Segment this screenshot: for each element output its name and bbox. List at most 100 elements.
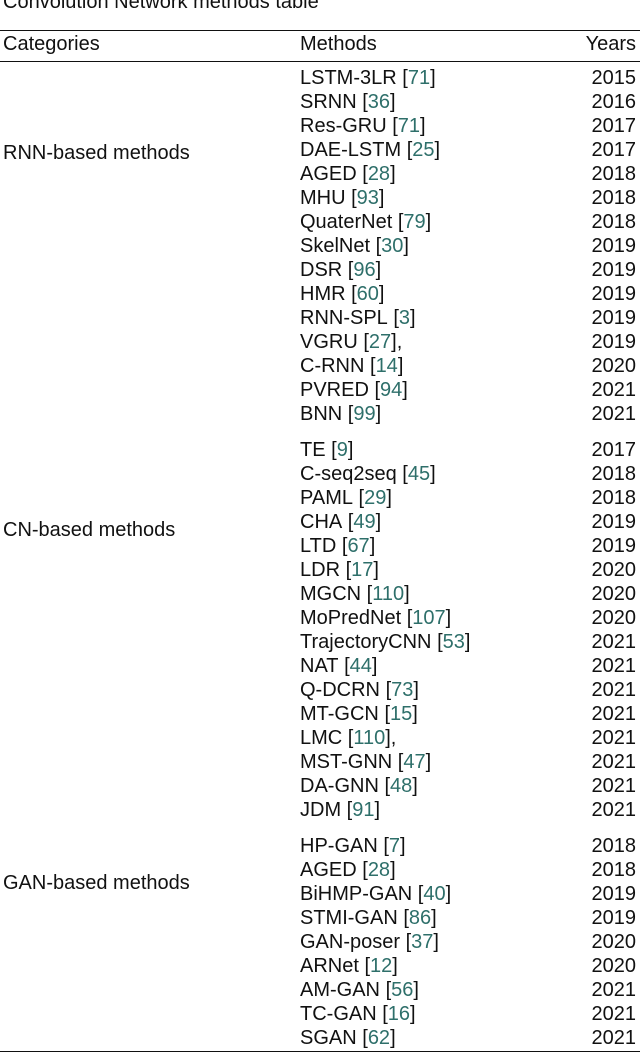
year-cell: 2021 (591, 775, 637, 797)
year-cell: 2021 (591, 679, 637, 701)
method-cell: DSR [96] (300, 258, 381, 282)
method-name: AGED (300, 859, 357, 881)
citation: [45] (402, 463, 436, 485)
method-name: Q-DCRN (300, 679, 380, 701)
citation: [47] (397, 751, 432, 773)
method-name: Res-GRU (300, 115, 387, 137)
citation: [17] (345, 559, 379, 581)
citation: [29] (358, 487, 392, 509)
method-name: DA-GNN (300, 775, 379, 797)
year-cell: 2020 (591, 931, 637, 953)
method-cell: TrajectoryCNN [53] (300, 630, 470, 654)
citation: [107] (406, 607, 452, 629)
method-name: SGAN (300, 1027, 357, 1049)
year-cell: 2021 (591, 979, 637, 1001)
method-cell: MoPredNet [107] (300, 606, 451, 630)
year-cell: 2017 (591, 439, 637, 461)
year-cell: 2021 (591, 655, 637, 677)
method-name: TE (300, 439, 326, 461)
method-cell: VGRU [27], (300, 330, 402, 354)
citation: [37] (405, 931, 439, 953)
method-name: MHU (300, 187, 346, 209)
citation: [86] (403, 907, 437, 929)
method-cell: AGED [28] (300, 162, 396, 186)
method-cell: PAML [29] (300, 486, 392, 510)
method-cell: AGED [28] (300, 858, 396, 882)
method-name: LDR (300, 559, 341, 581)
citation: [14] (370, 355, 404, 377)
method-name: LTD (300, 535, 337, 557)
year-cell: 2019 (591, 307, 637, 329)
citation: [25] (406, 139, 441, 161)
citation: [73] (385, 679, 419, 701)
category-cell: RNN-based methods (3, 142, 190, 164)
year-cell: 2018 (591, 163, 637, 185)
year-cell: 2019 (591, 235, 637, 257)
method-name: HMR (300, 283, 346, 305)
year-cell: 2019 (591, 283, 637, 305)
year-cell: 2021 (591, 1027, 637, 1049)
year-cell: 2019 (591, 907, 637, 929)
method-cell: LTD [67] (300, 534, 375, 558)
method-name: BNN (300, 403, 343, 425)
year-cell: 2021 (591, 751, 637, 773)
method-name: VGRU (300, 331, 358, 353)
top-rule (0, 30, 640, 31)
header-cell: Years (585, 33, 636, 55)
citation: [94] (374, 379, 408, 401)
method-cell: HP-GAN [7] (300, 834, 406, 858)
year-cell: 2020 (591, 607, 637, 629)
method-name: AM-GAN (300, 979, 380, 1001)
method-cell: MST-GNN [47] (300, 750, 431, 774)
method-name: DSR (300, 259, 343, 281)
citation: [62] (362, 1027, 396, 1049)
method-cell: HMR [60] (300, 282, 384, 306)
method-cell: NAT [44] (300, 654, 377, 678)
method-cell: BNN [99] (300, 402, 381, 426)
year-cell: 2018 (591, 463, 637, 485)
method-cell: ARNet [12] (300, 954, 398, 978)
citation: [28] (362, 859, 396, 881)
year-cell: 2017 (591, 139, 637, 161)
method-cell: TC-GAN [16] (300, 1002, 416, 1026)
year-cell: 2018 (591, 211, 637, 233)
citation: [3] (393, 307, 416, 329)
citation: [12] (364, 955, 398, 977)
method-cell: JDM [91] (300, 798, 380, 822)
citation: [60] (351, 283, 385, 305)
citation: [99] (347, 403, 382, 425)
method-name: QuaterNet (300, 211, 393, 233)
method-cell: AM-GAN [56] (300, 978, 419, 1002)
year-cell: 2019 (591, 535, 637, 557)
method-cell: C-RNN [14] (300, 354, 403, 378)
citation: [15] (384, 703, 418, 725)
citation: [36] (362, 91, 396, 113)
header-cell: Methods (300, 33, 377, 55)
year-cell: 2021 (591, 1003, 637, 1025)
citation: [71] (392, 115, 426, 137)
citation: [71] (402, 67, 436, 89)
method-name: TC-GAN (300, 1003, 377, 1025)
method-name: NAT (300, 655, 339, 677)
method-cell: PVRED [94] (300, 378, 408, 402)
method-cell: MGCN [110] (300, 582, 410, 606)
method-name: MGCN (300, 583, 362, 605)
year-cell: 2021 (591, 703, 637, 725)
citation: [30] (375, 235, 409, 257)
method-name: AGED (300, 163, 357, 185)
year-cell: 2017 (591, 115, 637, 137)
method-cell: LSTM-3LR [71] (300, 66, 436, 90)
year-cell: 2018 (591, 187, 637, 209)
method-cell: DA-GNN [48] (300, 774, 418, 798)
year-cell: 2020 (591, 355, 637, 377)
citation: [44] (344, 655, 378, 677)
method-name: PAML (300, 487, 353, 509)
method-name: RNN-SPL (300, 307, 388, 329)
year-cell: 2018 (591, 859, 637, 881)
year-cell: 2019 (591, 331, 637, 353)
method-cell: MHU [93] (300, 186, 384, 210)
method-cell: GAN-poser [37] (300, 930, 439, 954)
year-cell: 2021 (591, 403, 637, 425)
year-cell: 2019 (591, 259, 637, 281)
method-cell: Res-GRU [71] (300, 114, 426, 138)
